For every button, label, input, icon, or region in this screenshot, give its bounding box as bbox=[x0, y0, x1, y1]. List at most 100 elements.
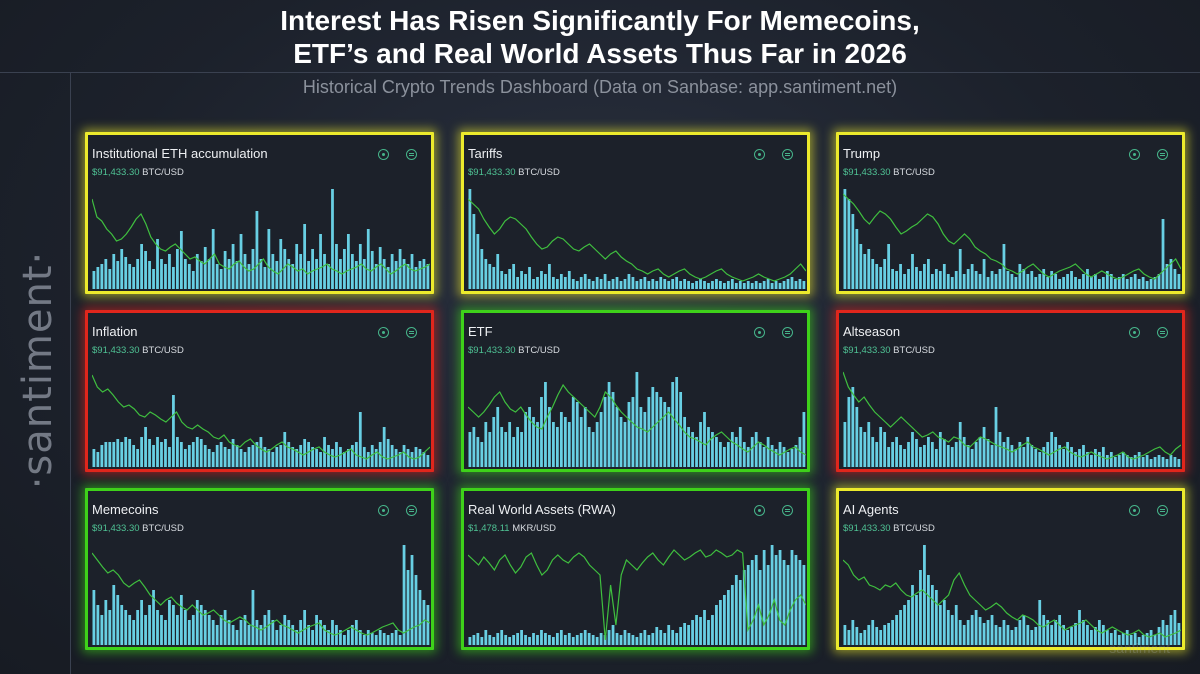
chart-bar bbox=[990, 271, 994, 289]
chart-bar bbox=[516, 427, 519, 467]
page-title: Interest Has Risen Significantly For Mem… bbox=[0, 4, 1200, 70]
history-icon[interactable] bbox=[782, 327, 793, 338]
eye-icon[interactable] bbox=[378, 327, 389, 338]
chart-bar bbox=[934, 590, 938, 645]
eye-icon[interactable] bbox=[754, 149, 765, 160]
history-icon[interactable] bbox=[782, 149, 793, 160]
chart-bar bbox=[579, 277, 583, 289]
chart-bar bbox=[524, 274, 527, 289]
chart-bar bbox=[207, 449, 211, 467]
chart-bar bbox=[378, 630, 382, 645]
chart-bar bbox=[1173, 269, 1177, 289]
chart-bar bbox=[1046, 277, 1050, 289]
chart-plot bbox=[843, 545, 1181, 645]
chart-bar bbox=[938, 271, 942, 289]
chart-panel[interactable]: ETF $91,433.30 BTC/USD bbox=[461, 310, 810, 472]
chart-bar bbox=[859, 244, 863, 289]
chart-bar bbox=[742, 442, 746, 467]
chart-bar bbox=[919, 271, 922, 289]
chart-bar bbox=[410, 254, 414, 289]
history-icon[interactable] bbox=[1157, 505, 1168, 516]
chart-bar bbox=[536, 635, 539, 645]
chart-bar bbox=[112, 442, 116, 467]
chart-bar bbox=[911, 432, 914, 467]
chart-bar bbox=[548, 635, 551, 645]
chart-bar bbox=[1026, 625, 1030, 645]
chart-bar bbox=[631, 635, 635, 645]
eye-icon[interactable] bbox=[1129, 149, 1140, 160]
eye-icon[interactable] bbox=[378, 505, 389, 516]
eye-icon[interactable] bbox=[1129, 505, 1140, 516]
chart-bar bbox=[528, 407, 531, 467]
chart-bar bbox=[683, 623, 687, 645]
chart-panel[interactable]: Memecoins $91,433.30 BTC/USD bbox=[85, 488, 434, 650]
chart-bar bbox=[911, 585, 914, 645]
history-icon[interactable] bbox=[1157, 327, 1168, 338]
chart-bar bbox=[899, 445, 902, 467]
chart-bar bbox=[195, 437, 199, 467]
eye-icon[interactable] bbox=[1129, 327, 1140, 338]
chart-bar bbox=[998, 627, 1002, 645]
chart-bar bbox=[974, 442, 978, 467]
eye-icon[interactable] bbox=[754, 505, 765, 516]
chart-bar bbox=[859, 633, 863, 645]
chart-bar bbox=[915, 267, 918, 289]
chart-bar bbox=[346, 234, 350, 289]
chart-plot bbox=[92, 545, 430, 645]
chart-bar bbox=[958, 620, 962, 645]
chart-panel[interactable]: Institutional ETH accumulation $91,433.30… bbox=[85, 132, 434, 294]
history-icon[interactable] bbox=[782, 505, 793, 516]
chart-bar bbox=[156, 610, 159, 645]
chart-bar bbox=[695, 615, 698, 645]
chart-bar bbox=[691, 432, 694, 467]
chart-bar bbox=[1169, 259, 1173, 289]
chart-bar bbox=[1133, 274, 1137, 289]
chart-bar bbox=[619, 417, 623, 467]
eye-icon[interactable] bbox=[754, 327, 765, 338]
chart-bar bbox=[938, 432, 942, 467]
chart-bar bbox=[223, 447, 227, 467]
chart-bar bbox=[343, 635, 346, 645]
chart-bar bbox=[504, 274, 508, 289]
chart-bar bbox=[591, 432, 595, 467]
chart-title: Altseason bbox=[843, 324, 901, 339]
chart-bar bbox=[1157, 455, 1161, 467]
chart-bar bbox=[1010, 274, 1014, 289]
price-pair: BTC/USD bbox=[139, 345, 184, 356]
history-icon[interactable] bbox=[406, 327, 417, 338]
eye-icon[interactable] bbox=[378, 149, 389, 160]
history-icon[interactable] bbox=[406, 149, 417, 160]
chart-bar bbox=[738, 281, 742, 289]
chart-panel[interactable]: Altseason $91,433.30 BTC/USD bbox=[836, 310, 1185, 472]
chart-bar bbox=[762, 281, 766, 289]
chart-bar bbox=[587, 427, 591, 467]
chart-bar bbox=[994, 407, 998, 467]
chart-bar bbox=[699, 617, 702, 645]
chart-bar bbox=[907, 442, 910, 467]
chart-bar bbox=[1173, 457, 1177, 467]
chart-bar bbox=[516, 277, 519, 289]
chart-panel[interactable]: Tariffs $91,433.30 BTC/USD bbox=[461, 132, 810, 294]
chart-bar bbox=[986, 277, 990, 289]
chart-bar bbox=[1117, 455, 1121, 467]
chart-bar bbox=[1038, 600, 1042, 645]
panel-icons bbox=[1112, 503, 1168, 521]
chart-bar bbox=[164, 264, 167, 289]
chart-panel[interactable]: AI Agents $91,433.30 BTC/USD bbox=[836, 488, 1185, 650]
chart-bar bbox=[496, 254, 500, 289]
chart-bar bbox=[532, 633, 535, 645]
chart-panel[interactable]: Inflation $91,433.30 BTC/USD bbox=[85, 310, 434, 472]
chart-bar bbox=[766, 437, 770, 467]
history-icon[interactable] bbox=[1157, 149, 1168, 160]
chart-bar bbox=[540, 271, 543, 289]
chart-panel[interactable]: Trump $91,433.30 BTC/USD bbox=[836, 132, 1185, 294]
chart-panel[interactable]: Real World Assets (RWA) $1,478.11 MKR/USD bbox=[461, 488, 810, 650]
history-icon[interactable] bbox=[406, 505, 417, 516]
chart-bar bbox=[607, 630, 611, 645]
chart-bar bbox=[1022, 269, 1026, 289]
chart-bar bbox=[790, 277, 794, 289]
chart-bar bbox=[851, 387, 855, 467]
chart-bar bbox=[998, 269, 1002, 289]
chart-bar bbox=[1086, 452, 1089, 467]
chart-bar bbox=[938, 605, 942, 645]
